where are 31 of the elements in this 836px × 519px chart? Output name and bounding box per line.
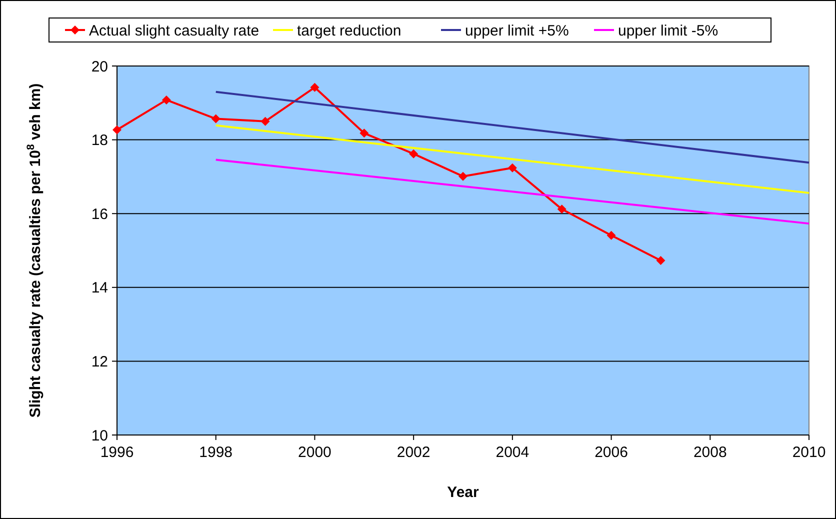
x-tick-label: 1998 xyxy=(199,444,233,461)
legend-label: Actual slight casualty rate xyxy=(89,22,260,40)
point xyxy=(211,114,220,124)
point xyxy=(458,172,468,181)
y-tick-label: 14 xyxy=(91,280,108,297)
y-tick-label: 12 xyxy=(91,353,108,370)
point xyxy=(310,82,320,92)
point xyxy=(112,125,122,134)
x-tick-label: 2002 xyxy=(396,444,430,461)
point xyxy=(656,256,666,265)
point xyxy=(360,128,369,138)
y-tick-label: 10 xyxy=(91,427,108,444)
y-tick-label: 16 xyxy=(91,206,108,223)
x-tick-label: 2004 xyxy=(496,444,530,461)
x-tick-label: 1996 xyxy=(100,444,134,461)
y-tick-label: 20 xyxy=(91,58,108,76)
point xyxy=(557,204,566,214)
x-tick-label: 2006 xyxy=(594,444,628,461)
point xyxy=(409,149,418,158)
x-tick-label: 2008 xyxy=(693,444,727,461)
x-tick-label: 2000 xyxy=(298,444,332,461)
legend-label: target reduction xyxy=(297,22,402,40)
x-axis-title: Year xyxy=(447,484,480,501)
point xyxy=(260,116,270,126)
y-tick-label: 18 xyxy=(91,132,108,150)
x-tick-label: 2010 xyxy=(792,444,826,461)
point xyxy=(162,95,171,104)
point xyxy=(508,163,517,172)
legend-label: upper limit +5% xyxy=(465,22,569,40)
point xyxy=(606,230,616,240)
legend-label: upper limit -5% xyxy=(618,22,718,40)
